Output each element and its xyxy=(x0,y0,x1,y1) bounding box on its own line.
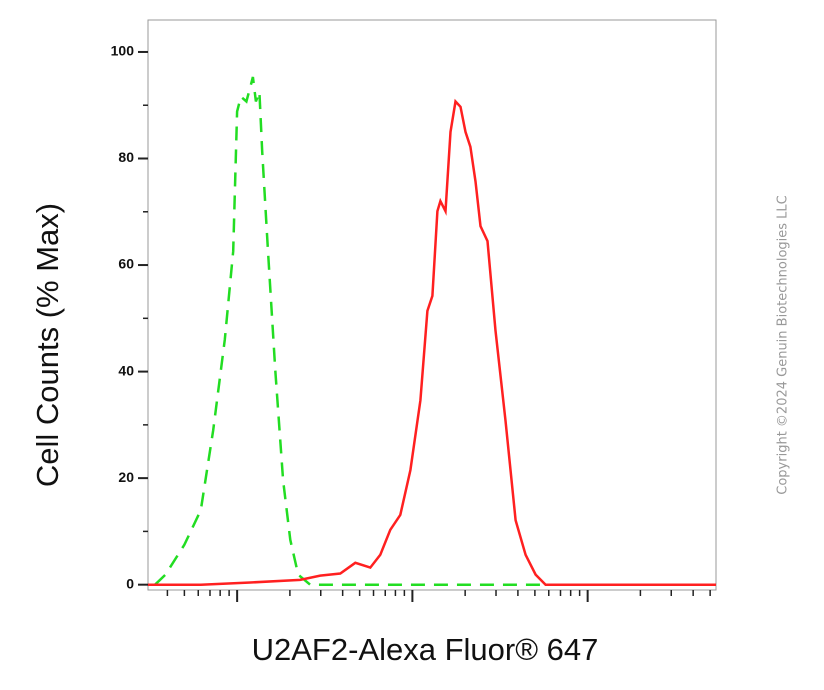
y-tick-label: 0 xyxy=(126,575,134,591)
x-axis-title: U2AF2-Alexa Fluor® 647 xyxy=(252,632,599,667)
y-tick-label: 40 xyxy=(118,362,134,378)
y-axis-title: Cell Counts (% Max) xyxy=(30,203,65,487)
y-tick-label: 20 xyxy=(118,469,134,485)
histogram-line xyxy=(154,76,716,586)
y-tick-label: 80 xyxy=(118,149,134,165)
y-tick-label: 60 xyxy=(118,256,134,272)
watermark: Copyright ©2024 Genuin Biotechnologies L… xyxy=(776,195,791,494)
histogram-line xyxy=(148,98,716,586)
plot-frame xyxy=(147,19,717,591)
y-tick-label: 100 xyxy=(111,43,135,59)
